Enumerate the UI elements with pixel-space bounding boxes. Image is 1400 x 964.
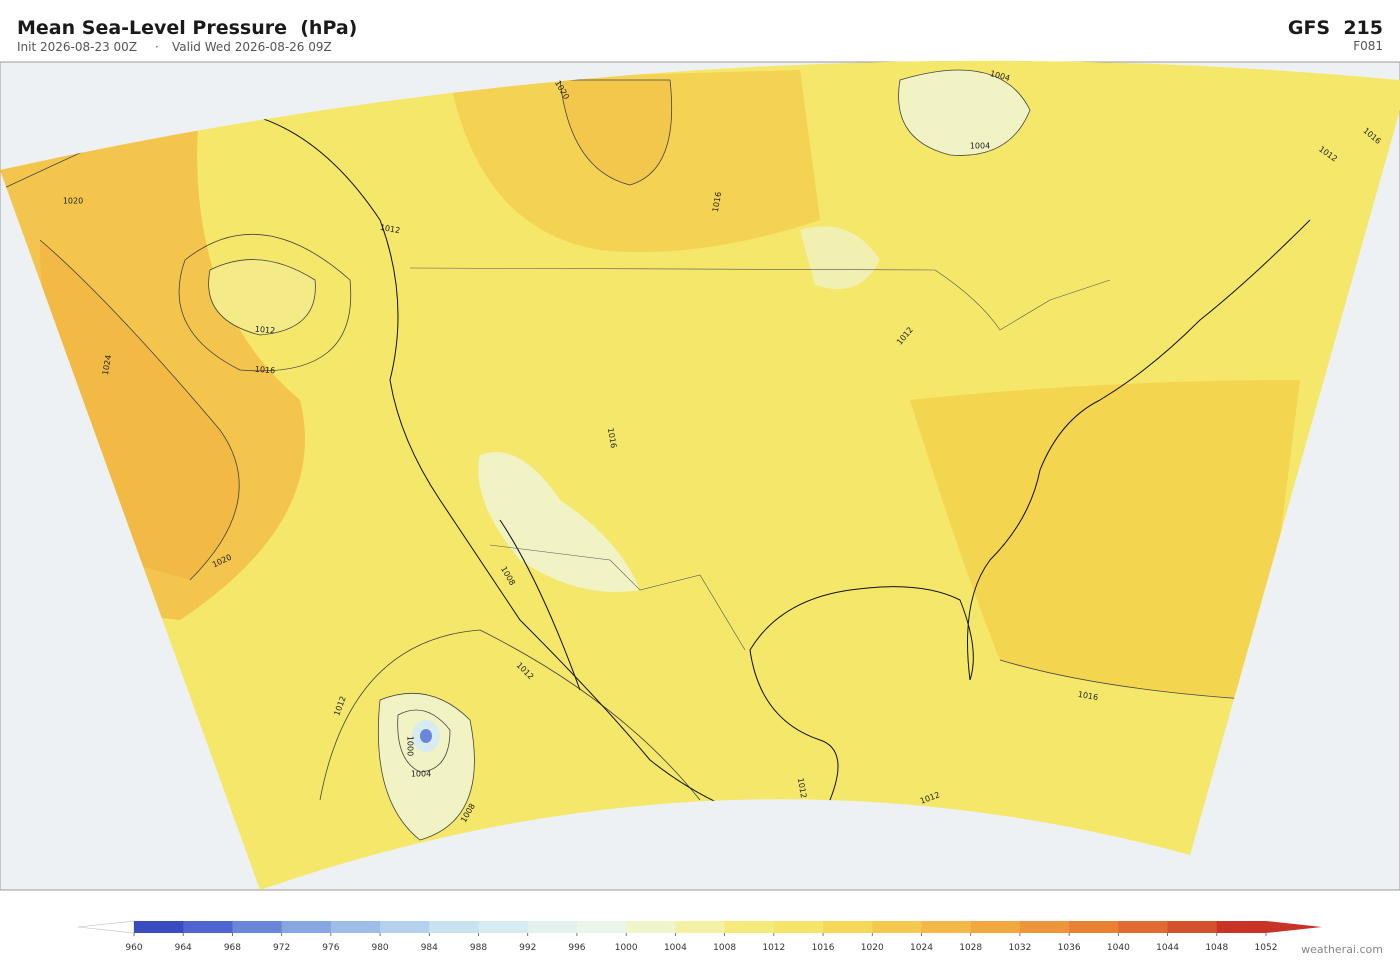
colorbar-tick-label: 996 <box>568 943 585 953</box>
colorbar-segment <box>626 921 676 933</box>
colorbar-tick-label: 1040 <box>1107 943 1130 953</box>
colorbar-segment <box>970 921 1021 933</box>
field-hurricane-eye <box>420 729 432 743</box>
pressure-field <box>0 60 1400 890</box>
borders <box>409 267 1111 651</box>
coastline <box>189 108 1311 823</box>
credit: weatherai.com <box>1301 943 1383 956</box>
colorbar-tick-label: 992 <box>519 943 536 953</box>
forecast-hour: F081 <box>1353 39 1383 53</box>
colorbar-segment <box>281 921 332 933</box>
coastlines <box>189 108 1311 823</box>
coastline <box>499 519 581 691</box>
isobar <box>999 659 1261 701</box>
contour-label: 1016 <box>606 427 618 449</box>
contour-label: 1024 <box>101 354 113 376</box>
colorbar-segment <box>1019 921 1070 933</box>
colorbar-segment <box>872 921 922 933</box>
isobar <box>397 709 451 773</box>
valid-time: Valid Wed 2026-08-26 09Z <box>172 40 332 54</box>
contour-label: 1012 <box>379 223 401 235</box>
contour-label: 1000 <box>406 736 415 756</box>
colorbar-tick-label: 980 <box>371 943 388 953</box>
colorbar-tick-label: 1004 <box>664 943 687 953</box>
model-run: GFS 215 <box>1288 17 1383 39</box>
colorbar-segment <box>380 921 430 933</box>
colorbar-segment <box>134 921 184 933</box>
field-atlantic-high <box>910 380 1300 700</box>
field-high-core <box>40 240 240 580</box>
colorbar-tick-label: 1032 <box>1008 943 1031 953</box>
field-desert-low <box>478 452 640 592</box>
colorbar-segment <box>527 921 578 933</box>
colorbar-tick-label: 964 <box>175 943 192 953</box>
colorbar-tick-label: 1012 <box>762 943 785 953</box>
colorbar-tick-label: 972 <box>273 943 290 953</box>
contour-label: 1004 <box>970 142 990 151</box>
colorbar-tick-label: 988 <box>470 943 487 953</box>
isobar <box>39 239 240 581</box>
colorbar-tick-label: 1048 <box>1205 943 1228 953</box>
colorbar-segment <box>675 921 726 933</box>
colorbar-tick-label: 1016 <box>812 943 835 953</box>
separator: · <box>155 40 159 54</box>
contour-label: 1020 <box>63 197 83 206</box>
field-hurricane-outer <box>378 693 475 840</box>
colorbar-tick-label: 960 <box>125 943 142 953</box>
colorbar-tick-label: 1020 <box>861 943 884 953</box>
colorbar-tick-label: 1044 <box>1156 943 1179 953</box>
colorbar-tick-label: 1024 <box>910 943 933 953</box>
isobar <box>208 259 316 336</box>
colorbar-segment <box>921 921 972 933</box>
colorbar-segment <box>429 921 480 933</box>
colorbar-tick-label: 1052 <box>1255 943 1278 953</box>
colorbar-segment <box>183 921 233 933</box>
colorbar-tick-label: 1036 <box>1058 943 1081 953</box>
colorbar-segment <box>773 921 824 933</box>
colorbar-segment <box>478 921 529 933</box>
contour-label: 1016 <box>1077 690 1099 702</box>
field-hudson-low <box>898 70 1030 156</box>
colorbar-segment <box>232 921 283 933</box>
contour-label: 1016 <box>711 191 723 213</box>
field-lakes-low <box>800 226 880 290</box>
colorbar-segment <box>1069 921 1119 933</box>
colorbar-segment <box>1167 921 1218 933</box>
field-pacific-low <box>208 259 316 335</box>
colorbar-segment <box>823 921 873 933</box>
border <box>409 267 1111 331</box>
init-time: Init 2026-08-23 00Z <box>17 40 137 54</box>
colorbar-segment <box>1118 921 1169 933</box>
map: 1020101210121016102410201012100810121000… <box>0 60 1400 891</box>
isobar <box>178 234 352 372</box>
colorbar-over <box>1266 921 1322 933</box>
colorbar-tick-label: 1000 <box>615 943 638 953</box>
field-canada-high <box>560 80 672 185</box>
contour-label: 1016 <box>254 365 275 376</box>
contour-label: 1012 <box>796 777 808 799</box>
border <box>489 544 746 651</box>
isobar <box>898 69 1031 156</box>
colorbar-tick-label: 984 <box>421 943 438 953</box>
colorbar: 960 964 968 972 976 980 984 988 992 996 1000 1004 10… <box>77 920 1322 953</box>
isobar <box>319 629 701 801</box>
colorbar-tick-label: 968 <box>224 943 241 953</box>
colorbar-segment <box>576 921 627 933</box>
title: Mean Sea-Level Pressure (hPa) <box>17 17 357 39</box>
colorbar-tick-label: 976 <box>322 943 339 953</box>
colorbar-tick-label: 1008 <box>713 943 736 953</box>
contour-label: 1004 <box>411 770 431 779</box>
colorbar-segment <box>330 921 381 933</box>
isobar <box>559 79 673 186</box>
colorbar-segment <box>1216 921 1267 933</box>
colorbar-tick-label: 1028 <box>959 943 982 953</box>
contour-label: 1012 <box>254 325 275 336</box>
isobar <box>377 692 475 841</box>
colorbar-segment <box>724 921 775 933</box>
